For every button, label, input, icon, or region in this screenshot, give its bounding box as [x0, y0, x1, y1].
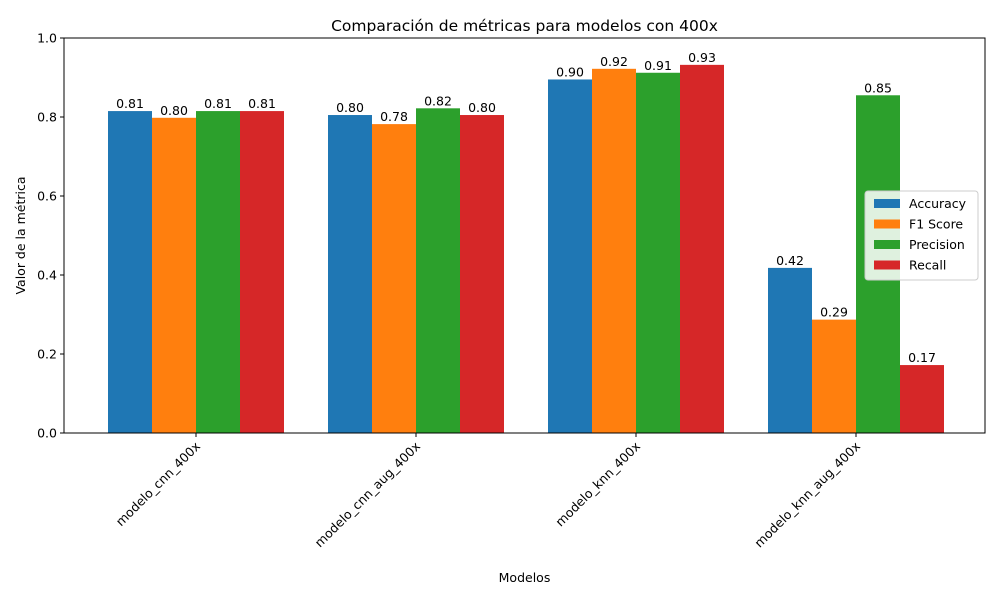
bar-value-label: 0.42 [776, 253, 804, 268]
bar-precision [196, 111, 240, 433]
bar-value-label: 0.85 [864, 80, 892, 95]
bar-accuracy [548, 79, 592, 433]
bar-recall [680, 64, 724, 434]
legend-entry-label: Recall [909, 258, 946, 273]
bar-value-label: 0.91 [644, 58, 672, 73]
y-tick-label: 0.4 [37, 268, 57, 283]
legend-entry-label: Precision [909, 237, 965, 252]
bar-value-label: 0.90 [556, 64, 584, 79]
legend-swatch [874, 240, 900, 249]
bar-value-label: 0.80 [160, 103, 188, 118]
bar-value-label: 0.93 [688, 50, 716, 65]
legend-swatch [874, 199, 900, 208]
x-tick-label: modelo_knn_400x [552, 439, 643, 530]
x-tick-label: modelo_knn_aug_400x [751, 439, 863, 551]
bar-value-label: 0.78 [380, 109, 408, 124]
y-tick-label: 1.0 [37, 31, 57, 46]
x-axis-label: Modelos [499, 570, 551, 585]
chart-title: Comparación de métricas para modelos con… [331, 17, 718, 35]
bar-accuracy [768, 267, 812, 433]
bar-value-label: 0.81 [248, 96, 276, 111]
bar-value-label: 0.17 [908, 350, 936, 365]
bar-value-label: 0.82 [424, 93, 452, 108]
bar-precision [416, 108, 460, 433]
bar-value-label: 0.81 [116, 96, 144, 111]
x-tick-label: modelo_cnn_400x [113, 439, 204, 530]
bar-precision [636, 72, 680, 433]
bar-accuracy [328, 115, 372, 434]
bar-value-label: 0.81 [204, 96, 232, 111]
bar-f1-score [812, 319, 856, 433]
legend-box [864, 190, 979, 281]
bar-value-label: 0.80 [336, 100, 364, 115]
plot-frame [63, 37, 986, 434]
y-axis-label: Valor de la métrica [13, 176, 28, 294]
y-tick-label: 0.2 [37, 347, 57, 362]
bar-recall [460, 115, 504, 434]
bar-value-label: 0.29 [820, 305, 848, 320]
legend-entry-label: F1 Score [909, 217, 963, 232]
bar-recall [900, 365, 944, 433]
y-tick-label: 0.6 [37, 189, 57, 204]
bars-group [108, 64, 944, 434]
bar-f1-score [152, 117, 196, 433]
y-tick-label: 0.8 [37, 110, 57, 125]
legend: Accuracy F1 Score Precision Recall [864, 190, 979, 281]
bar-f1-score [372, 124, 416, 434]
bar-f1-score [592, 68, 636, 433]
legend-entry-label: Accuracy [909, 196, 967, 211]
bar-value-label: 0.80 [468, 100, 496, 115]
legend-swatch [874, 260, 900, 270]
y-axis: 0.0 0.2 0.4 0.6 0.8 1.0 [37, 31, 64, 441]
y-tick-label: 0.0 [37, 426, 57, 441]
x-tick-label: modelo_cnn_aug_400x [312, 439, 424, 551]
legend-swatch [874, 219, 900, 229]
bar-accuracy [108, 111, 152, 433]
bar-recall [240, 111, 284, 433]
bar-value-label: 0.92 [600, 54, 628, 69]
x-axis: modelo_cnn_400x modelo_cnn_aug_400x modelo… [113, 433, 863, 551]
data-labels-group: 0.81 0.80 0.81 0.81 0.80 0.78 0.82 0.80 0.90 0.92… [116, 50, 936, 365]
